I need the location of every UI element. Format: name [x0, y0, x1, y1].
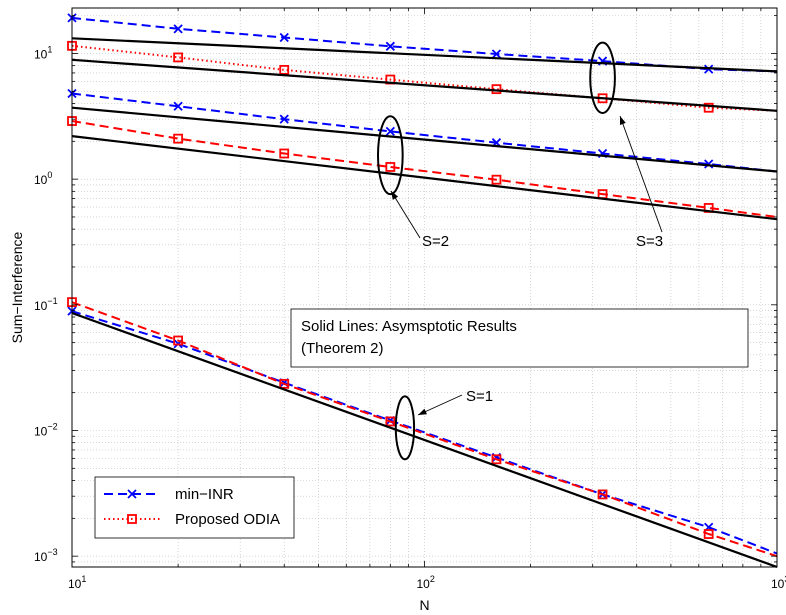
marker-x-stroke	[173, 24, 183, 34]
marker-x-stroke	[385, 41, 395, 51]
x-tick-label: 103	[771, 574, 786, 591]
series-line-ODIA	[71, 120, 778, 218]
series-line-asymptotic	[71, 106, 778, 173]
marker-x	[173, 24, 183, 34]
marker-square	[597, 489, 608, 500]
marker-x-stroke	[173, 101, 183, 111]
series-line-asymptotic	[71, 37, 778, 73]
marker-x-stroke	[704, 159, 714, 169]
note-line-1: Solid Lines: Asymsptotic Results	[301, 318, 517, 335]
marker-square	[491, 174, 502, 185]
series-group	[67, 13, 778, 569]
marker-x-stroke	[491, 49, 502, 59]
group-ellipse-3	[589, 41, 616, 115]
annotations: S=1 S=2 S=3	[390, 115, 663, 416]
marker-x	[173, 101, 183, 111]
marker-square	[173, 133, 184, 144]
note-box: Solid Lines: Asymsptotic Results (Theore…	[290, 308, 749, 368]
annotation-s3: S=3	[636, 233, 663, 250]
legend: min−INR Proposed ODIA	[94, 476, 295, 539]
legend-marker-x	[127, 489, 137, 499]
marker-x	[385, 41, 395, 51]
series-line-asymptotic	[71, 58, 778, 112]
marker-x-stroke	[385, 126, 395, 136]
y-tick-label: 10−2	[34, 421, 58, 438]
group-ellipse-2	[377, 115, 404, 196]
annotation-arrow-s3	[619, 115, 663, 233]
annotation-s2: S=2	[422, 233, 449, 250]
note-box-frame	[290, 308, 749, 368]
marker-square	[279, 148, 290, 159]
marker-square	[491, 454, 502, 465]
series-line-ODIA	[71, 301, 778, 558]
ellipse-group	[377, 41, 616, 461]
series-line-asymptotic	[71, 135, 778, 221]
legend-label-proposed-odia: Proposed ODIA	[175, 511, 280, 528]
annotation-arrow-s2-head	[391, 191, 399, 200]
marker-x	[491, 49, 502, 59]
marker-square	[279, 378, 290, 389]
marker-square	[703, 529, 714, 539]
marker-x	[279, 32, 289, 43]
x-axis-label: N	[419, 597, 429, 613]
y-tick-label: 100	[34, 170, 52, 187]
annotation-arrow-s3-head	[619, 116, 626, 125]
y-tick-label: 101	[34, 44, 52, 61]
y-axis-label: Sum−Interference	[9, 231, 25, 343]
y-tick-label: 10−1	[34, 296, 58, 313]
marker-square	[279, 64, 290, 75]
axis-ticks: 101 102 103 10−3 10−2 10−1 100 101	[34, 8, 786, 591]
series-line-ODIA	[71, 44, 778, 112]
marker-x	[385, 126, 395, 136]
y-tick-label: 10−3	[34, 547, 58, 564]
marker-square	[385, 416, 396, 427]
note-line-2: (Theorem 2)	[301, 340, 384, 357]
x-tick-label: 102	[417, 574, 435, 591]
marker-square	[173, 52, 184, 63]
series-line-min-INR	[71, 92, 778, 173]
marker-x	[279, 114, 289, 124]
legend-label-min-inr: min−INR	[175, 486, 234, 503]
x-tick-label: 101	[68, 574, 86, 591]
group-ellipse-1	[394, 395, 416, 461]
legend-swatches	[104, 489, 160, 524]
marker-square	[173, 335, 184, 346]
marker-x-stroke	[279, 114, 289, 124]
legend-frame	[94, 476, 295, 539]
marker-square	[703, 102, 714, 113]
legend-marker-square	[127, 514, 137, 524]
marker-x-stroke	[279, 32, 289, 43]
annotation-arrow-s1-head	[418, 408, 427, 415]
annotation-s1: S=1	[466, 388, 493, 405]
annotation-arrow-s2	[390, 190, 421, 239]
marker-square	[385, 162, 396, 172]
series-line-asymptotic	[71, 311, 778, 569]
series-line-min-INR	[71, 310, 778, 555]
